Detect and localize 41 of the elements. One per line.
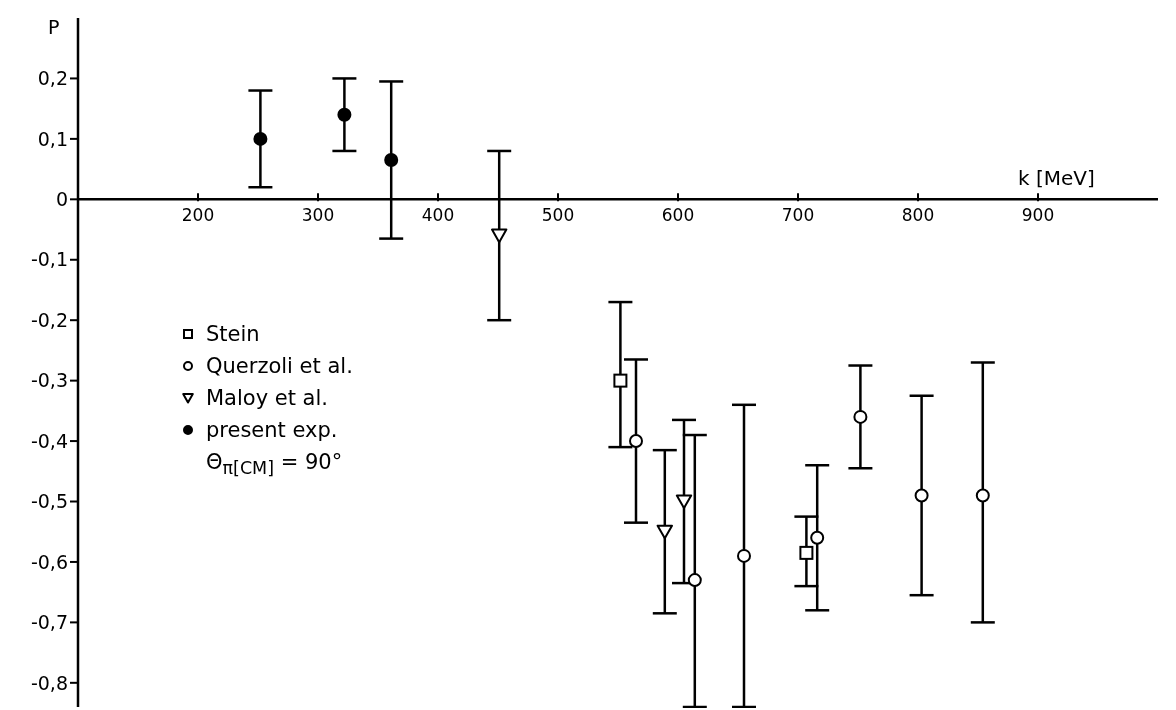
point	[656, 524, 673, 540]
point	[675, 494, 693, 510]
y-tick-label: -0,1	[30, 248, 68, 271]
legend-label: Stein	[206, 321, 260, 348]
y-tick-label: 0,2	[37, 67, 68, 90]
y-tick-label: 0	[55, 188, 68, 211]
point	[853, 409, 868, 424]
y-tick-label: -0,8	[30, 671, 68, 694]
point	[687, 573, 702, 588]
legend-label: present exp.	[206, 417, 338, 444]
y-tick-label: -0,4	[30, 429, 68, 452]
point	[737, 548, 751, 563]
y-tick-label: -0,5	[30, 490, 68, 513]
x-tick-label: 800	[901, 205, 935, 226]
legend-label: Maloy et al.	[206, 385, 328, 412]
point	[337, 107, 352, 122]
x-tick-label: 500	[541, 205, 575, 226]
x-tick-label: 300	[301, 205, 335, 226]
x-axis-title: k [MeV]	[1018, 166, 1095, 191]
point	[799, 545, 814, 560]
y-tick-label: -0,2	[30, 308, 68, 331]
point	[384, 153, 399, 168]
x-tick-label: 900	[1021, 205, 1055, 226]
point	[253, 131, 268, 146]
y-tick-label: -0,3	[30, 369, 68, 392]
y-tick-label: 0,1	[37, 127, 68, 150]
legend-label: Querzoli et al.	[206, 353, 353, 380]
point	[975, 488, 990, 503]
y-tick-label: -0,6	[30, 550, 68, 573]
annotation: Θ$_{π[CM]}$ = 90°	[206, 449, 344, 481]
point	[629, 434, 643, 449]
point	[810, 530, 825, 545]
x-tick-label: 700	[781, 205, 815, 226]
y-tick-label: -0,7	[30, 611, 68, 634]
point	[914, 488, 929, 503]
x-tick-label: 400	[421, 205, 455, 226]
y-axis-title: P	[48, 16, 60, 38]
x-tick-label: 200	[181, 205, 215, 226]
point	[613, 373, 628, 388]
x-tick-label: 600	[661, 205, 695, 226]
point	[491, 228, 508, 244]
